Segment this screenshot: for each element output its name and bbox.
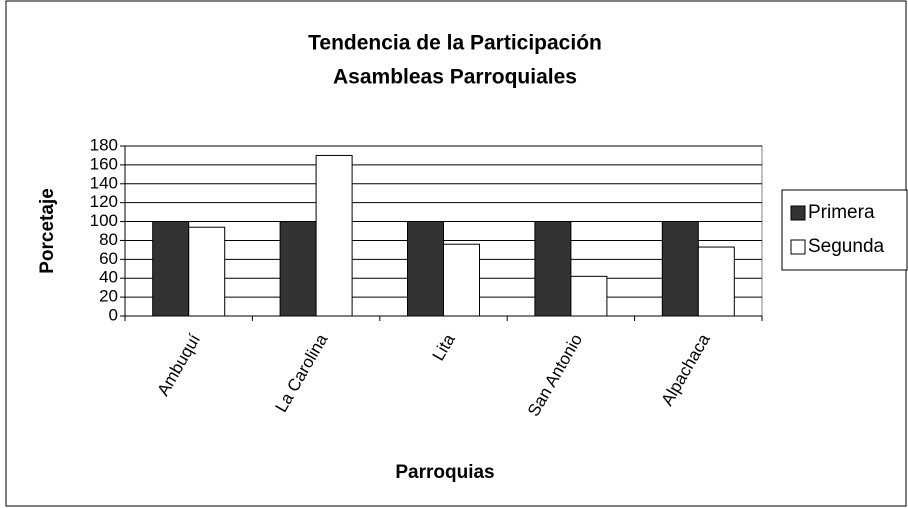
bar — [315, 154, 353, 317]
y-tick-label: 20 — [99, 287, 118, 306]
y-axis-label: Porcetaje — [37, 188, 58, 274]
bar — [534, 221, 572, 317]
chart-subtitle: Asambleas Parroquiales — [333, 66, 577, 89]
y-tick-label: 60 — [99, 249, 118, 268]
y-tick-label: 160 — [90, 154, 118, 173]
legend-box — [781, 189, 908, 271]
y-tick-label: 80 — [99, 230, 118, 249]
bar — [443, 243, 480, 317]
y-tick-label: 0 — [109, 305, 118, 324]
bar — [661, 221, 699, 317]
bar — [152, 221, 190, 317]
y-tick-label: 180 — [90, 135, 118, 154]
y-tick-label: 140 — [90, 173, 118, 192]
chart-title: Tendencia de la Participación — [308, 32, 602, 55]
bar — [188, 226, 226, 317]
bar — [407, 221, 444, 317]
bar — [697, 246, 735, 317]
legend-swatch — [790, 239, 806, 255]
x-axis-label: Parroquias — [395, 462, 494, 483]
y-tick-label: 120 — [90, 192, 118, 211]
legend-label: Primera — [808, 202, 875, 223]
bar — [279, 221, 317, 317]
y-tick-label: 40 — [99, 268, 118, 287]
bar — [570, 275, 608, 317]
legend-label: Segunda — [808, 236, 885, 257]
legend-swatch — [790, 205, 806, 221]
y-tick-label: 100 — [90, 211, 118, 230]
